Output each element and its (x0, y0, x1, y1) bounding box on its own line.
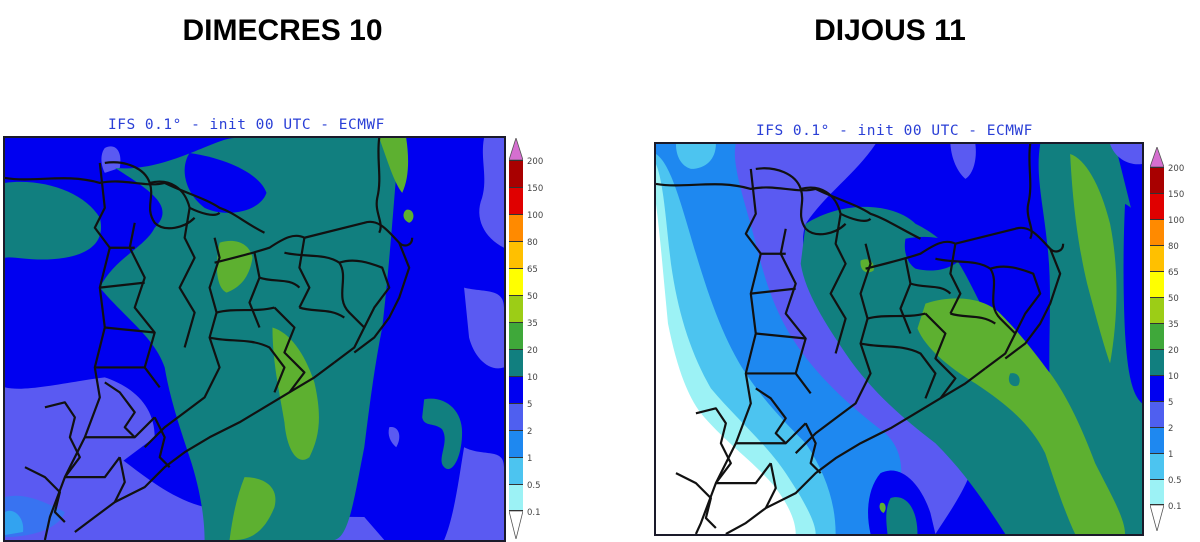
colorbar-label: 80 (527, 238, 538, 248)
precip-field-right (656, 144, 1142, 534)
colorbar-label: 1 (527, 454, 533, 464)
colorbar-label: 65 (527, 265, 538, 275)
comarca-borders-left (5, 138, 414, 540)
colorbar-label: 5 (527, 400, 533, 410)
colorbar-label: 5 (1168, 398, 1174, 408)
map-subtitle-right: IFS 0.1° - init 00 UTC - ECMWF (756, 123, 1033, 139)
colorbar-label: 150 (1168, 190, 1185, 200)
colorbar-label: 50 (1168, 294, 1179, 304)
comarca-borders-right (656, 144, 1065, 534)
day-title-wednesday: DIMECRES 10 (182, 14, 383, 47)
colorbar-label: 80 (1168, 242, 1179, 252)
colorbar-label: 0.5 (527, 481, 541, 491)
colorbar-label: 200 (1168, 164, 1185, 174)
colorbar-label: 0.1 (1168, 502, 1182, 512)
map-subtitle-left: IFS 0.1° - init 00 UTC - ECMWF (108, 117, 385, 133)
day-title-thursday: DIJOUS 11 (814, 14, 966, 47)
colorbar-top-triangle-right (1150, 147, 1164, 167)
precipitation-map-wednesday (3, 136, 506, 542)
colorbar-bottom-triangle-right (1150, 505, 1164, 531)
colorbar-top-triangle-left (509, 138, 523, 160)
colorbar-label: 1 (1168, 450, 1174, 460)
colorbar-label: 10 (1168, 372, 1179, 382)
colorbar-label: 2 (527, 427, 533, 437)
colorbar-label: 0.5 (1168, 476, 1182, 486)
colorbar-label: 20 (1168, 346, 1179, 356)
colorbar-label: 50 (527, 292, 538, 302)
colorbar-label: 10 (527, 373, 538, 383)
colorbar-label: 20 (527, 346, 538, 356)
precipitation-map-thursday (654, 142, 1144, 536)
colorbar-label: 100 (1168, 216, 1185, 226)
colorbar-label: 100 (527, 211, 544, 221)
colorbar-label: 0.1 (527, 508, 541, 518)
colorbar-bottom-triangle-left (509, 511, 523, 539)
precip-field-left (5, 138, 504, 540)
colorbar-label: 35 (1168, 320, 1179, 330)
colorbar-label: 35 (527, 319, 538, 329)
colorbar-label: 2 (1168, 424, 1174, 434)
colorbar-label: 150 (527, 184, 544, 194)
colorbar-label: 200 (527, 157, 544, 167)
colorbar-label: 65 (1168, 268, 1179, 278)
